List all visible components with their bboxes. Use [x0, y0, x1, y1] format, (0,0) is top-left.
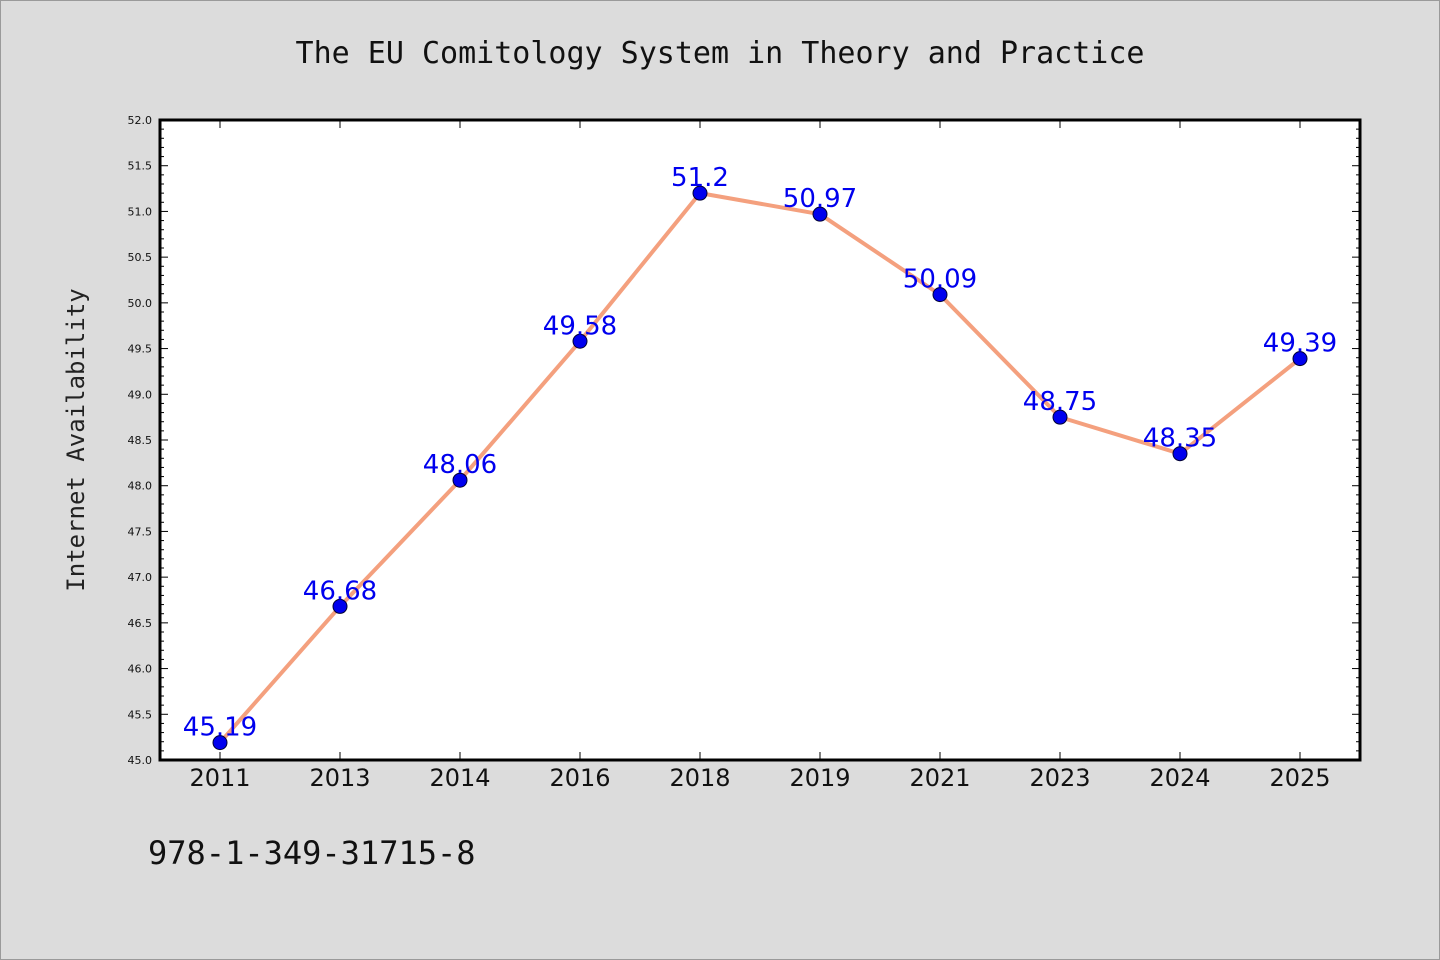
y-tick-label: 50.0 — [128, 297, 153, 310]
data-point — [332, 598, 348, 614]
x-tick-label: 2016 — [549, 764, 610, 792]
x-tick-label: 2013 — [309, 764, 370, 792]
data-point — [692, 185, 708, 201]
y-tick-label: 49.5 — [128, 343, 153, 356]
x-tick-label: 2025 — [1269, 764, 1330, 792]
data-label: 51.2 — [671, 163, 729, 193]
y-tick-label: 49.0 — [128, 388, 153, 401]
y-tick-label: 47.0 — [128, 571, 153, 584]
chart-title: The EU Comitology System in Theory and P… — [296, 36, 1145, 71]
y-tick-label: 52.0 — [128, 114, 153, 127]
x-tick-label: 2014 — [429, 764, 490, 792]
y-tick-label: 46.5 — [128, 617, 153, 630]
data-label: 50.97 — [783, 184, 857, 214]
data-point — [1172, 446, 1188, 462]
x-tick-label: 2018 — [669, 764, 730, 792]
data-point — [932, 287, 948, 303]
data-label: 48.75 — [1023, 387, 1097, 417]
y-tick-label: 51.5 — [128, 160, 153, 173]
data-point — [1292, 351, 1308, 367]
isbn-footer: 978-1-349-31715-8 — [148, 834, 476, 872]
y-tick-label: 48.0 — [128, 480, 153, 493]
y-tick-label: 47.5 — [128, 525, 153, 538]
plot-border — [158, 118, 1362, 762]
y-tick-label: 51.0 — [128, 205, 153, 218]
series-line-group — [218, 191, 1302, 744]
data-label: 50.09 — [903, 265, 977, 295]
y-tick-label: 48.5 — [128, 434, 153, 447]
data-label: 48.35 — [1143, 424, 1217, 454]
y-axis-label: Internet Availability — [62, 288, 90, 591]
data-labels: 45.19 46.68 48.06 49.58 51.2 50.97 50.09 48.75 4… — [183, 163, 1337, 742]
data-label: 45.19 — [183, 713, 257, 743]
y-tick-label: 45.0 — [128, 754, 153, 767]
data-label: 46.68 — [303, 576, 377, 606]
data-label: 49.58 — [543, 311, 617, 341]
y-tick-label: 45.5 — [128, 708, 153, 721]
series-line — [218, 191, 1302, 744]
x-tick-label: 2023 — [1029, 764, 1090, 792]
data-point — [1052, 409, 1068, 425]
data-point — [572, 333, 588, 349]
y-tick-label: 50.5 — [128, 251, 153, 264]
data-point — [212, 735, 228, 751]
data-label: 48.06 — [423, 450, 497, 480]
y-tick-label: 46.0 — [128, 663, 153, 676]
x-tick-label: 2011 — [189, 764, 250, 792]
x-tick-label: 2021 — [909, 764, 970, 792]
data-point — [452, 472, 468, 488]
data-label: 49.39 — [1263, 329, 1337, 359]
x-tick-label: 2019 — [789, 764, 850, 792]
data-point — [812, 206, 828, 222]
x-axis-ticks: 2011 2013 2014 2016 2018 2019 2021 2023 2024 2025 — [189, 120, 1331, 792]
plot-area — [160, 120, 1360, 760]
x-tick-label: 2024 — [1149, 764, 1210, 792]
y-axis-ticks: 45.0 45.5 46.0 46.5 47.0 47.5 48.0 48.5 49.0 49.5… — [128, 114, 1360, 767]
series-markers — [212, 185, 1308, 751]
